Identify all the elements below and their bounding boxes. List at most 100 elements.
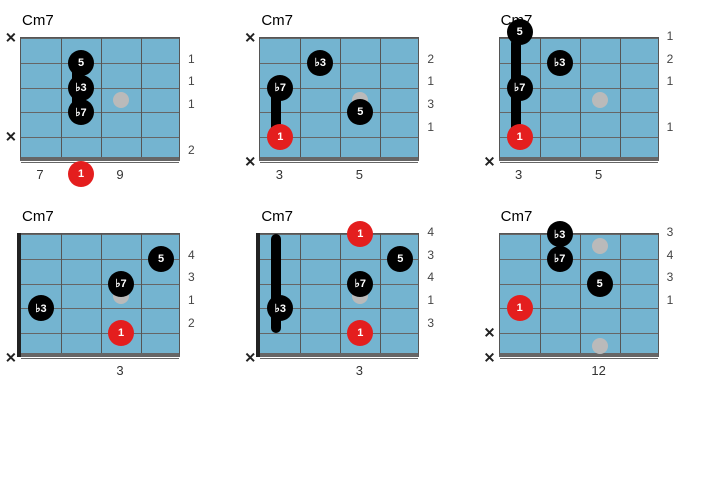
fret-label (299, 363, 339, 378)
finger-number (427, 334, 434, 357)
fret-label (619, 167, 659, 182)
note-dot: ♭7 (547, 246, 573, 272)
finger-number (667, 138, 674, 161)
finger-column: 43413 (427, 233, 434, 357)
finger-number (427, 25, 434, 48)
finger-number: 4 (188, 243, 195, 266)
fret-label (259, 363, 299, 378)
fret-label: 9 (100, 167, 140, 182)
fret-labels: 79 (20, 167, 180, 182)
note-dot: ♭7 (267, 75, 293, 101)
note-dot: 1 (507, 295, 533, 321)
note-dot: 5 (148, 246, 174, 272)
chord-diagram: Cm7✕5♭3♭71121135 (499, 12, 700, 182)
finger-number: 1 (188, 93, 195, 116)
finger-column: 1112 (188, 37, 195, 161)
mute-marker: ✕ (484, 325, 496, 342)
fret-marker (113, 92, 129, 108)
finger-number: 4 (427, 266, 434, 289)
chord-diagram: Cm7✕✕5♭3♭71111279 (20, 12, 221, 182)
fretboard-wrap: ✕✕5♭3♭711112 (20, 37, 221, 161)
finger-number: 3 (667, 266, 674, 289)
finger-number: 1 (667, 70, 674, 93)
chord-grid: Cm7✕✕5♭3♭71111279Cm7✕✕♭3♭751213135Cm7✕5♭… (20, 12, 700, 378)
finger-number: 4 (667, 243, 674, 266)
chord-diagram: Cm7✕5♭7♭3143123 (20, 208, 221, 378)
nut (256, 233, 260, 357)
note-dot: 5 (347, 99, 373, 125)
note-dot: ♭3 (547, 50, 573, 76)
note-dot: ♭7 (108, 271, 134, 297)
fret-label: 3 (259, 167, 299, 182)
fretboard: ✕5♭7♭31 (20, 233, 180, 357)
finger-number: 2 (188, 138, 195, 161)
mute-marker: ✕ (484, 154, 496, 171)
finger-number: 1 (667, 25, 674, 48)
finger-number: 1 (427, 116, 434, 139)
finger-number (667, 312, 674, 335)
note-dot: ♭3 (547, 221, 573, 247)
fretboard-wrap: ✕15♭7♭3143413 (259, 233, 460, 357)
finger-number: 3 (188, 266, 195, 289)
finger-number: 2 (667, 47, 674, 70)
fretboard-wrap: ✕5♭3♭711211 (499, 37, 700, 161)
finger-number: 1 (427, 70, 434, 93)
note-dot: ♭7 (507, 75, 533, 101)
fret-label: 5 (579, 167, 619, 182)
note-dot: ♭7 (347, 271, 373, 297)
finger-number (188, 221, 195, 244)
finger-column: 4312 (188, 233, 195, 357)
mute-marker: ✕ (244, 154, 256, 171)
fret-label: 3 (100, 363, 140, 378)
finger-number (188, 334, 195, 357)
note-dot: ♭3 (28, 295, 54, 321)
fret-labels: 35 (259, 167, 419, 182)
finger-number: 1 (188, 47, 195, 70)
finger-number (188, 116, 195, 139)
mute-marker: ✕ (484, 350, 496, 367)
fret-label (60, 363, 100, 378)
note-dot: ♭3 (307, 50, 333, 76)
finger-number: 2 (188, 312, 195, 335)
fret-labels: 3 (259, 363, 419, 378)
finger-number (667, 334, 674, 357)
finger-number: 1 (188, 70, 195, 93)
note-dot: 1 (108, 320, 134, 346)
finger-number: 1 (667, 289, 674, 312)
note-dot: 1 (68, 161, 94, 187)
fretboard: ✕5♭3♭71 (499, 37, 659, 161)
finger-column: 2131 (427, 37, 434, 161)
fret-label (140, 167, 180, 182)
fret-label (379, 167, 419, 182)
finger-number: 3 (427, 243, 434, 266)
finger-number (188, 25, 195, 48)
fret-label (379, 363, 419, 378)
mute-marker: ✕ (244, 30, 256, 47)
finger-number: 3 (427, 312, 434, 335)
finger-column: 1211 (667, 37, 674, 161)
note-dot: 5 (387, 246, 413, 272)
fret-marker (592, 238, 608, 254)
fretboard-wrap: ✕5♭7♭314312 (20, 233, 221, 357)
chord-diagram: Cm7✕✕♭3♭751343112 (499, 208, 700, 378)
fret-label: 7 (20, 167, 60, 182)
fretboard: ✕15♭7♭31 (259, 233, 419, 357)
note-dot: 5 (507, 19, 533, 45)
chord-diagram: Cm7✕15♭7♭31434133 (259, 208, 460, 378)
fretboard: ✕✕♭3♭751 (499, 233, 659, 357)
fret-labels: 3 (20, 363, 180, 378)
finger-number: 1 (427, 289, 434, 312)
fret-marker (592, 92, 608, 108)
fretboard-wrap: ✕✕♭3♭7512131 (259, 37, 460, 161)
fret-label: 12 (579, 363, 619, 378)
finger-number: 1 (667, 116, 674, 139)
mute-marker: ✕ (5, 350, 17, 367)
note-dot: 1 (347, 320, 373, 346)
fret-label (299, 167, 339, 182)
fret-label (20, 363, 60, 378)
note-dot: ♭3 (267, 295, 293, 321)
fretboard: ✕✕♭3♭751 (259, 37, 419, 161)
finger-number: 3 (667, 221, 674, 244)
note-dot: ♭7 (68, 99, 94, 125)
finger-number (667, 93, 674, 116)
